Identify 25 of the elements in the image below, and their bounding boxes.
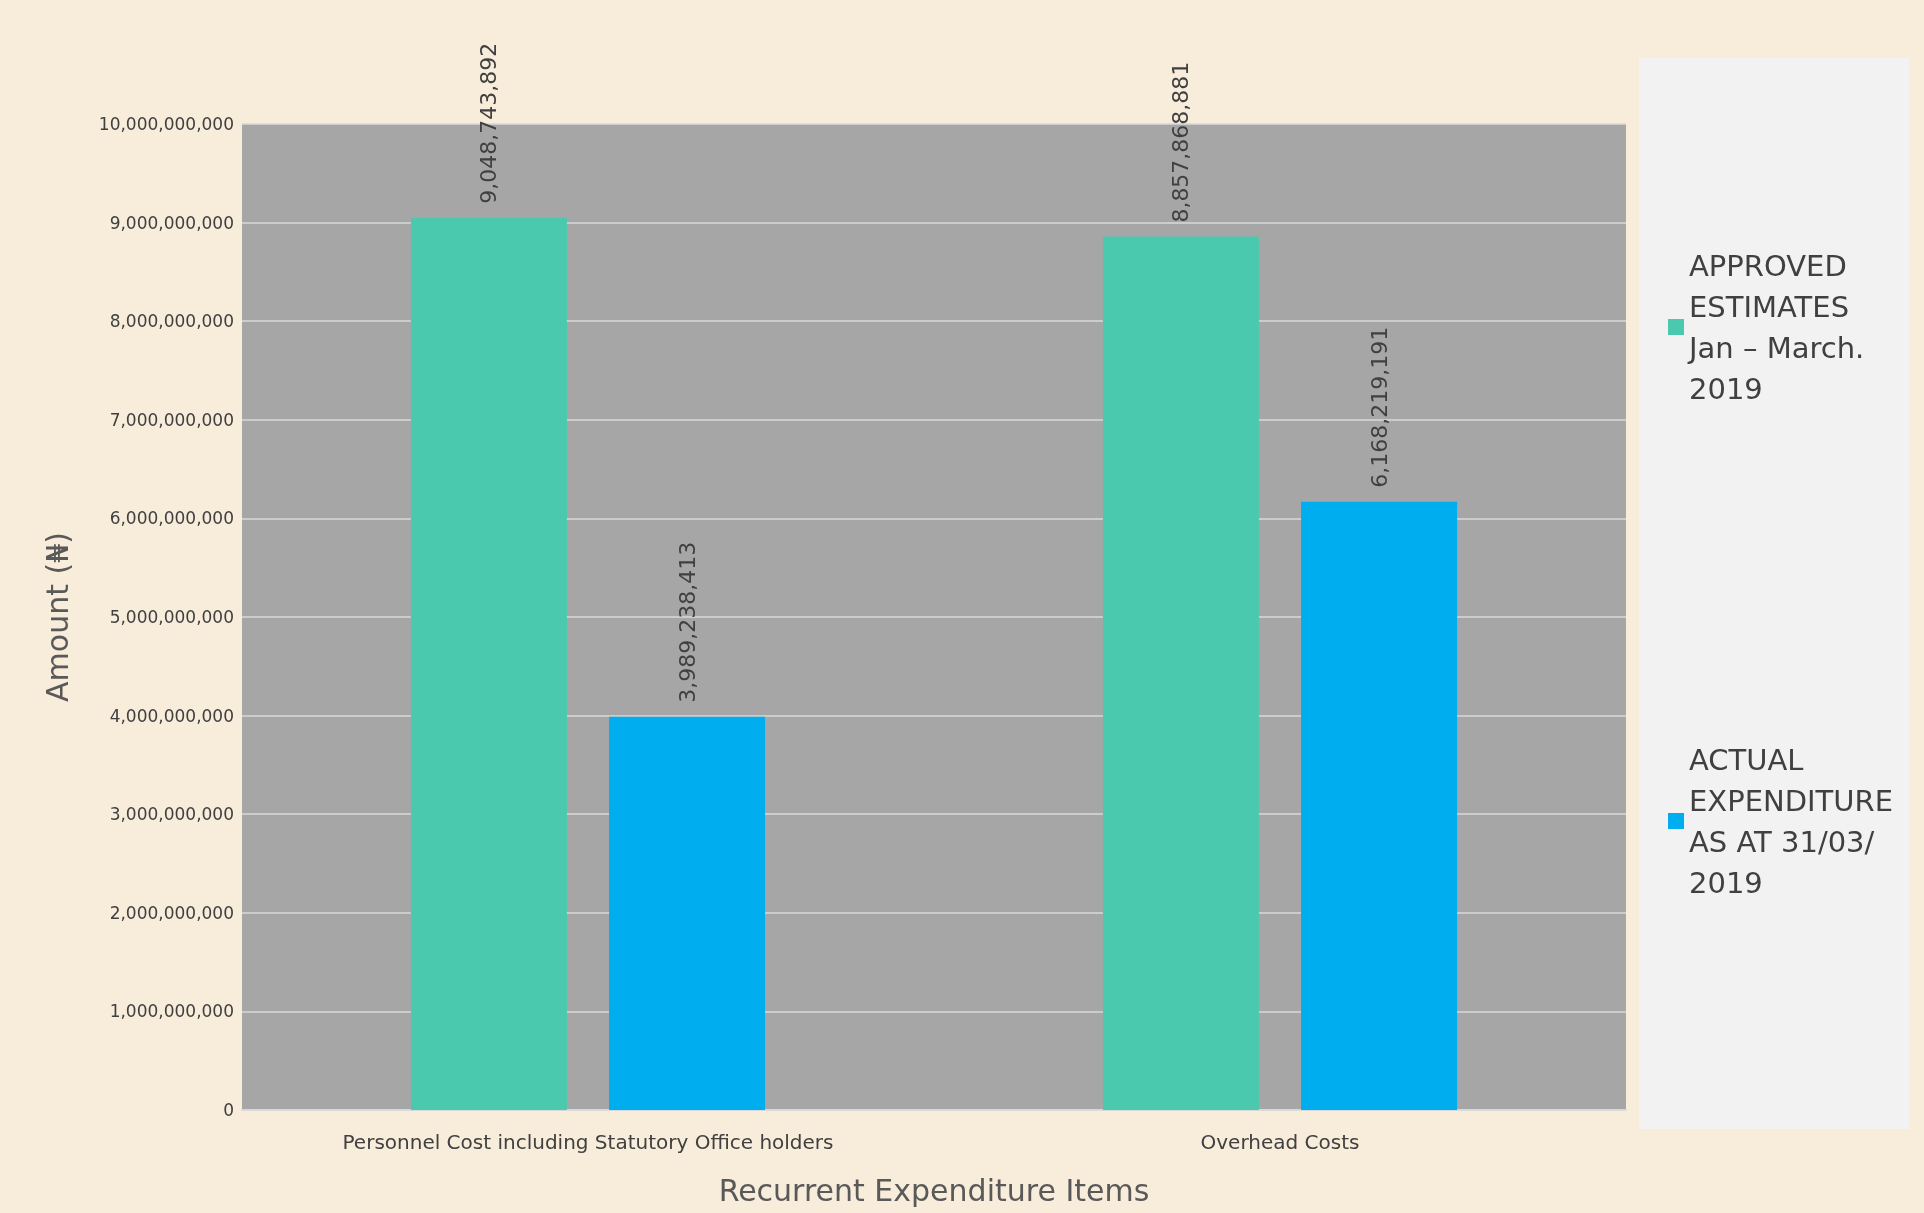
y-tick-label: 4,000,000,000	[109, 705, 234, 726]
bar	[1102, 236, 1259, 1110]
y-tick-label: 6,000,000,000	[109, 508, 234, 529]
y-tick-label: 3,000,000,000	[109, 804, 234, 825]
data-label: 8,857,868,881	[1168, 61, 1194, 223]
data-label: 3,989,238,413	[674, 541, 700, 703]
legend-label: APPROVED ESTIMATES Jan – March. 2019	[1687, 248, 1874, 406]
x-tick-label: Personnel Cost including Statutory Office holders	[342, 1130, 834, 1154]
y-tick-label: 9,000,000,000	[109, 212, 234, 233]
y-tick-label: 7,000,000,000	[109, 409, 234, 430]
y-tick-label: 0	[223, 1100, 234, 1120]
data-label: 6,168,219,191	[1366, 326, 1392, 488]
y-axis-title: Amount (₦)	[39, 532, 75, 702]
data-label: 9,048,743,892	[476, 42, 502, 204]
y-tick-label: 5,000,000,000	[109, 607, 234, 627]
y-tick-label: 1,000,000,000	[109, 1001, 234, 1022]
bar	[410, 217, 567, 1110]
y-tick-label: 8,000,000,000	[109, 311, 234, 332]
y-tick-label: 10,000,000,000	[98, 114, 234, 134]
x-tick-label: Overhead Costs	[1200, 1130, 1360, 1154]
legend-label: ACTUAL EXPENDITURE AS AT 31/03/2019	[1689, 742, 1903, 900]
bar	[609, 716, 766, 1110]
x-axis-title: Recurrent Expenditure Items	[718, 1172, 1150, 1208]
y-tick-label: 2,000,000,000	[109, 902, 234, 923]
bar	[1301, 501, 1458, 1110]
